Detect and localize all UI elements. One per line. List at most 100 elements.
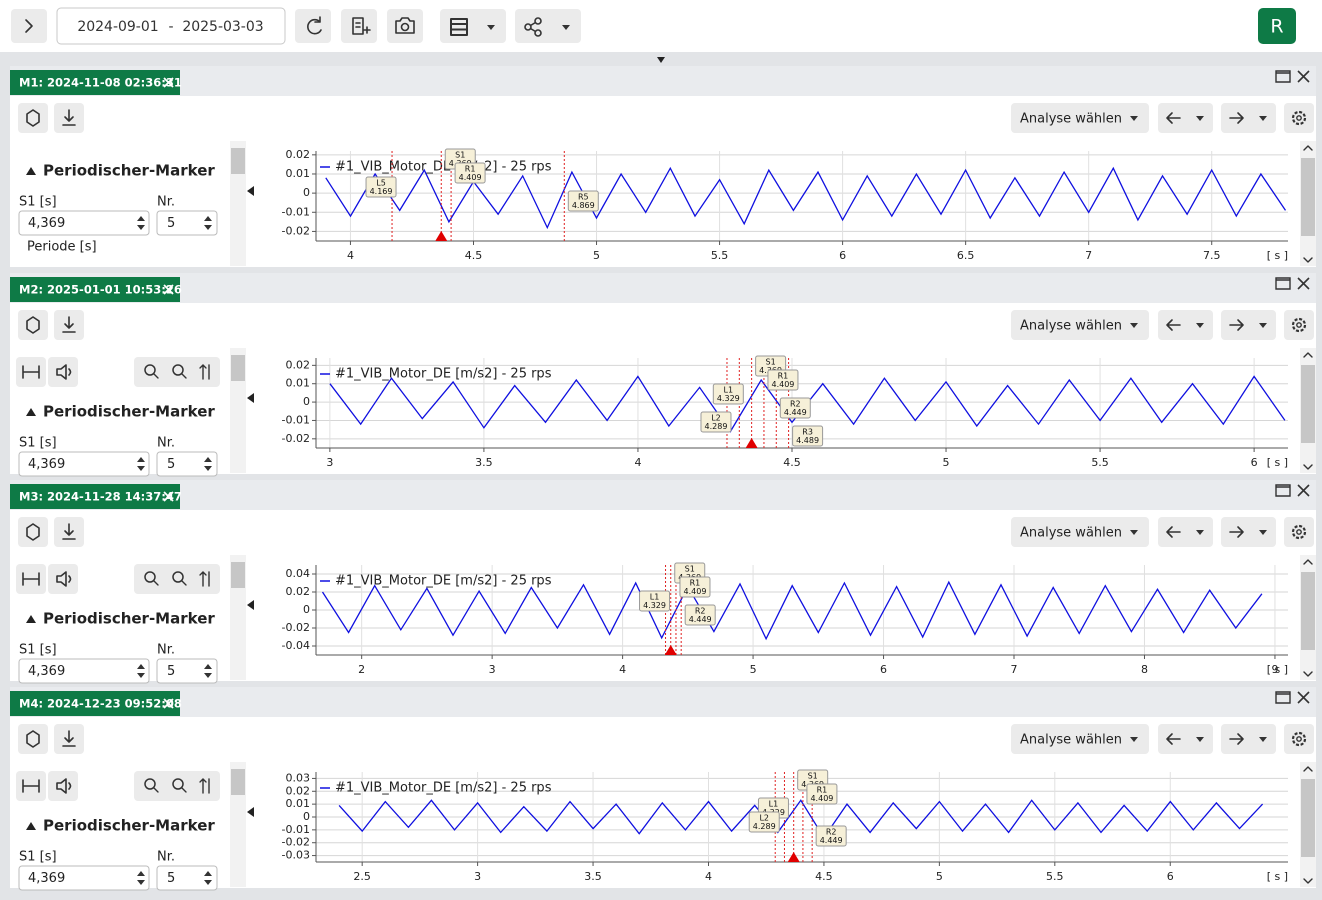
nr-input[interactable] (157, 659, 217, 683)
legend-label: #1_VIB_Motor_DE [m/s2] - 25 rps (335, 367, 552, 382)
settings-button[interactable] (18, 724, 48, 754)
sound-button[interactable] (48, 564, 78, 594)
y-tick-label: 0.01 (286, 377, 311, 390)
settings-button[interactable] (18, 103, 48, 133)
right-scroll-thumb[interactable] (1301, 365, 1315, 443)
sound-button[interactable] (48, 771, 78, 801)
nr-label: Nr. (157, 643, 175, 658)
period-label: Periode [s] (27, 240, 97, 255)
x-unit: [ s ] (1267, 663, 1288, 676)
zoom-group[interactable] (134, 564, 220, 594)
x-tick-label: 8 (1141, 663, 1148, 676)
expand-button[interactable] (11, 9, 47, 43)
section-title: Periodischer-Marker (43, 817, 215, 835)
y-tick-label: -0.02 (282, 836, 310, 849)
x-tick-label: 5.5 (1091, 456, 1109, 469)
left-scroll-thumb[interactable] (231, 562, 245, 588)
s1-value: 4,369 (28, 216, 65, 231)
marker-value: 4.329 (717, 394, 740, 403)
x-tick-label: 6 (1167, 870, 1174, 883)
x-tick-label: 6.5 (957, 249, 975, 262)
panel-header (10, 480, 1316, 510)
left-scroll-thumb[interactable] (231, 355, 245, 381)
share-node (525, 24, 531, 30)
x-tick-label: 4 (634, 456, 641, 469)
settings-button[interactable] (18, 517, 48, 547)
refresh-button[interactable] (295, 9, 331, 43)
nr-value: 5 (167, 216, 175, 231)
nr-input[interactable] (157, 211, 217, 235)
left-scroll-thumb[interactable] (231, 769, 245, 795)
x-tick-label: 6 (839, 249, 846, 262)
panel-title: M4: 2024-12-23 09:52:08 (19, 697, 182, 711)
marker-value: 4.409 (771, 380, 794, 389)
right-scroll-thumb[interactable] (1301, 158, 1315, 236)
x-tick-label: 7 (1011, 663, 1018, 676)
x-tick-label: 5 (750, 663, 757, 676)
x-tick-label: 3 (489, 663, 496, 676)
options-button[interactable] (1284, 103, 1314, 133)
collapse-toggle[interactable] (657, 57, 665, 63)
analysis-label: Analyse wählen (1020, 733, 1122, 748)
share-node (535, 18, 541, 24)
x-tick-label: 3.5 (475, 456, 493, 469)
x-tick-label: 5 (936, 870, 943, 883)
marker-value: 4.449 (784, 408, 807, 417)
x-tick-label: 2 (358, 663, 365, 676)
analysis-label: Analyse wählen (1020, 526, 1122, 541)
nr-label: Nr. (157, 195, 175, 210)
zoom-group[interactable] (134, 771, 220, 801)
y-tick-label: -0.02 (282, 224, 310, 237)
options-button[interactable] (1284, 517, 1314, 547)
x-tick-label: 5.5 (711, 249, 729, 262)
layout-button[interactable] (440, 9, 506, 43)
y-tick-label: 0.03 (286, 771, 311, 784)
options-button[interactable] (1284, 310, 1314, 340)
y-tick-label: 0.02 (286, 784, 311, 797)
s1-label: S1 [s] (19, 850, 57, 865)
settings-button[interactable] (18, 310, 48, 340)
nr-label: Nr. (157, 850, 175, 865)
nr-input[interactable] (157, 452, 217, 476)
marker-value: 4.169 (370, 187, 393, 196)
zoom-group[interactable] (134, 357, 220, 387)
sound-button[interactable] (48, 357, 78, 387)
y-tick-label: 0 (303, 810, 310, 823)
x-tick-label: 7.5 (1203, 249, 1221, 262)
x-tick-label: 5 (593, 249, 600, 262)
legend-label: #1_VIB_Motor_DE [m/s2] - 25 rps (335, 781, 552, 796)
right-scroll-thumb[interactable] (1301, 572, 1315, 650)
y-tick-label: 0.02 (286, 148, 311, 161)
report-button[interactable] (341, 9, 377, 43)
legend-label: #1_VIB_Motor_DE [m/s2] - 25 rps (335, 160, 552, 175)
x-unit: [ s ] (1267, 870, 1288, 883)
left-scroll-thumb[interactable] (231, 148, 245, 174)
panel-header (10, 66, 1316, 96)
marker-value: 4.869 (572, 201, 595, 210)
x-tick-label: 6 (1251, 456, 1258, 469)
right-scroll-thumb[interactable] (1301, 779, 1315, 857)
nr-value: 5 (167, 871, 175, 886)
x-tick-label: 4 (619, 663, 626, 676)
options-button[interactable] (1284, 724, 1314, 754)
y-tick-label: 0 (303, 603, 310, 616)
section-title: Periodischer-Marker (43, 162, 215, 180)
y-tick-label: -0.01 (282, 823, 310, 836)
x-tick-label: 2.5 (353, 870, 371, 883)
camera-button[interactable] (387, 9, 423, 43)
panel-header (10, 273, 1316, 303)
x-tick-label: 5.5 (1046, 870, 1064, 883)
x-tick-label: 4 (705, 870, 712, 883)
x-tick-label: 4 (347, 249, 354, 262)
x-tick-label: 3.5 (584, 870, 602, 883)
y-tick-label: -0.01 (282, 413, 310, 426)
s1-value: 4,369 (28, 871, 65, 886)
x-unit: [ s ] (1267, 456, 1288, 469)
y-tick-label: 0 (303, 186, 310, 199)
y-tick-label: -0.02 (282, 621, 310, 634)
s1-label: S1 [s] (19, 436, 57, 451)
analysis-label: Analyse wählen (1020, 319, 1122, 334)
nr-input[interactable] (157, 866, 217, 890)
y-tick-label: -0.03 (282, 849, 310, 862)
y-tick-label: -0.01 (282, 205, 310, 218)
